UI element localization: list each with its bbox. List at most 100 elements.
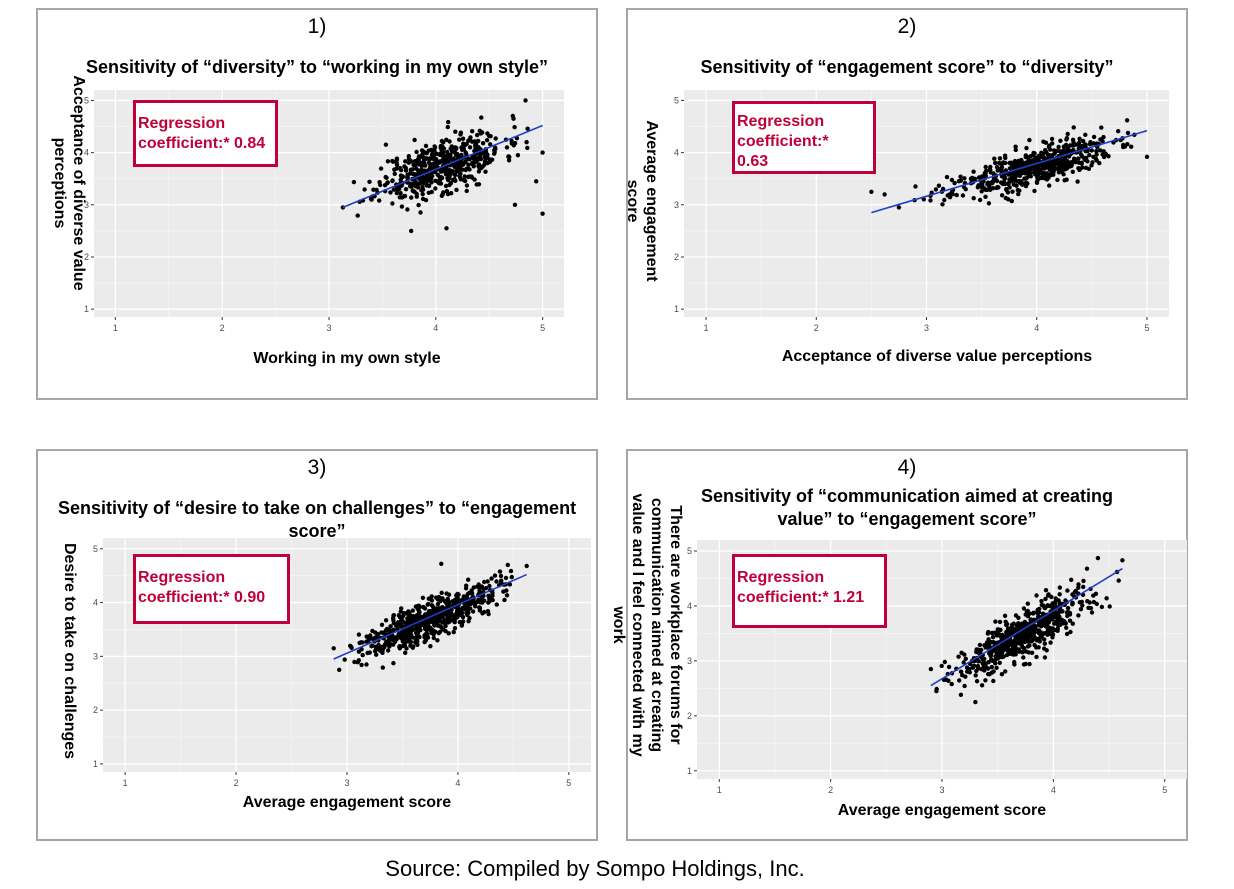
data-point bbox=[391, 627, 396, 632]
data-point bbox=[454, 596, 459, 601]
data-point bbox=[475, 132, 480, 138]
data-point bbox=[492, 573, 498, 578]
data-point bbox=[962, 176, 967, 181]
y-axis-label: Desire to take on challenges bbox=[61, 542, 78, 760]
x-tick-label: 5 bbox=[566, 778, 571, 788]
data-point bbox=[412, 183, 418, 188]
data-point bbox=[1064, 177, 1069, 182]
data-point bbox=[958, 669, 964, 674]
data-point bbox=[1065, 588, 1070, 593]
data-point bbox=[460, 136, 466, 141]
data-point bbox=[1000, 654, 1005, 660]
data-point bbox=[489, 576, 494, 581]
data-point bbox=[1068, 629, 1073, 635]
data-point bbox=[1031, 157, 1037, 162]
data-point bbox=[438, 598, 443, 604]
y-tick-label: 1 bbox=[674, 304, 679, 314]
data-point bbox=[485, 579, 490, 584]
data-point bbox=[1106, 154, 1111, 159]
y-tick-label: 1 bbox=[84, 304, 89, 314]
scatter-plot: 1 1 2 2 3 3 4 4 5 5 bbox=[674, 90, 1169, 333]
data-point bbox=[1046, 592, 1051, 597]
data-point bbox=[441, 154, 446, 159]
data-point bbox=[463, 150, 468, 155]
data-point bbox=[466, 577, 471, 582]
data-point bbox=[388, 190, 393, 195]
data-point bbox=[434, 157, 439, 163]
data-point bbox=[384, 175, 389, 180]
data-point bbox=[1067, 160, 1073, 165]
data-point bbox=[493, 136, 498, 141]
data-point bbox=[433, 169, 438, 175]
data-point bbox=[385, 159, 391, 164]
data-point bbox=[445, 149, 450, 155]
data-point bbox=[434, 151, 439, 156]
data-point bbox=[477, 588, 482, 593]
data-point bbox=[462, 143, 467, 148]
data-point bbox=[1093, 591, 1099, 596]
x-tick-label: 3 bbox=[326, 323, 331, 333]
data-point bbox=[398, 177, 403, 182]
data-point bbox=[456, 612, 461, 618]
data-point bbox=[1020, 649, 1025, 655]
x-tick-label: 5 bbox=[540, 323, 545, 333]
data-point bbox=[423, 197, 429, 203]
regression-coefficient-box: Regression coefficient:* 0.90 bbox=[133, 554, 290, 624]
data-point bbox=[534, 179, 539, 184]
data-point bbox=[1004, 630, 1009, 635]
data-point bbox=[1084, 566, 1090, 571]
data-point bbox=[1036, 153, 1041, 159]
data-point bbox=[1097, 160, 1102, 166]
data-point bbox=[986, 666, 991, 671]
data-point bbox=[382, 183, 388, 188]
data-point bbox=[459, 145, 464, 150]
data-point bbox=[445, 191, 451, 197]
data-point bbox=[1027, 661, 1032, 667]
data-point bbox=[1079, 599, 1084, 605]
data-point bbox=[406, 154, 411, 159]
chart-title: Sensitivity of “diversity” to “working i… bbox=[85, 57, 549, 77]
data-point bbox=[1064, 625, 1069, 630]
data-point bbox=[1089, 148, 1094, 153]
data-point bbox=[402, 629, 407, 635]
data-point bbox=[939, 663, 944, 669]
data-point bbox=[1064, 166, 1069, 171]
regression-line bbox=[930, 567, 1123, 687]
x-tick-label: 4 bbox=[1034, 323, 1039, 333]
data-point bbox=[1055, 177, 1060, 183]
data-point bbox=[995, 646, 1000, 651]
data-point bbox=[1057, 592, 1062, 597]
data-point bbox=[989, 640, 994, 645]
data-point bbox=[477, 606, 482, 611]
data-point bbox=[1044, 622, 1049, 628]
y-tick-label: 3 bbox=[687, 656, 692, 666]
data-point bbox=[1067, 612, 1073, 617]
data-point bbox=[1043, 140, 1049, 145]
scatter-plot: 1 1 2 2 3 3 4 4 5 5 bbox=[687, 540, 1187, 795]
chart-panel-2: 2) Sensitivity of “engagement score” to … bbox=[624, 8, 1188, 400]
data-point bbox=[447, 168, 453, 174]
data-point bbox=[992, 156, 997, 161]
data-point bbox=[1033, 172, 1038, 177]
data-point bbox=[398, 609, 403, 614]
data-point bbox=[1025, 601, 1030, 606]
data-point bbox=[483, 169, 488, 174]
x-tick-label: 5 bbox=[1144, 323, 1149, 333]
data-point bbox=[1043, 596, 1048, 602]
chart-panel-1: 1) Sensitivity of “diversity” to “workin… bbox=[36, 8, 598, 400]
data-point bbox=[882, 192, 887, 197]
data-point bbox=[418, 161, 423, 167]
data-point bbox=[359, 647, 364, 652]
data-point bbox=[443, 623, 448, 629]
chart-number: 3) bbox=[307, 456, 327, 479]
data-point bbox=[429, 630, 434, 636]
data-point bbox=[480, 141, 486, 146]
data-point bbox=[380, 647, 385, 653]
data-point bbox=[421, 175, 426, 181]
data-point bbox=[447, 139, 452, 144]
scatter-plot: 1 1 2 2 3 3 4 4 5 5 bbox=[93, 538, 591, 788]
data-point bbox=[364, 662, 369, 667]
data-point bbox=[1094, 149, 1099, 154]
x-tick-label: 1 bbox=[123, 778, 128, 788]
data-point bbox=[515, 153, 521, 158]
